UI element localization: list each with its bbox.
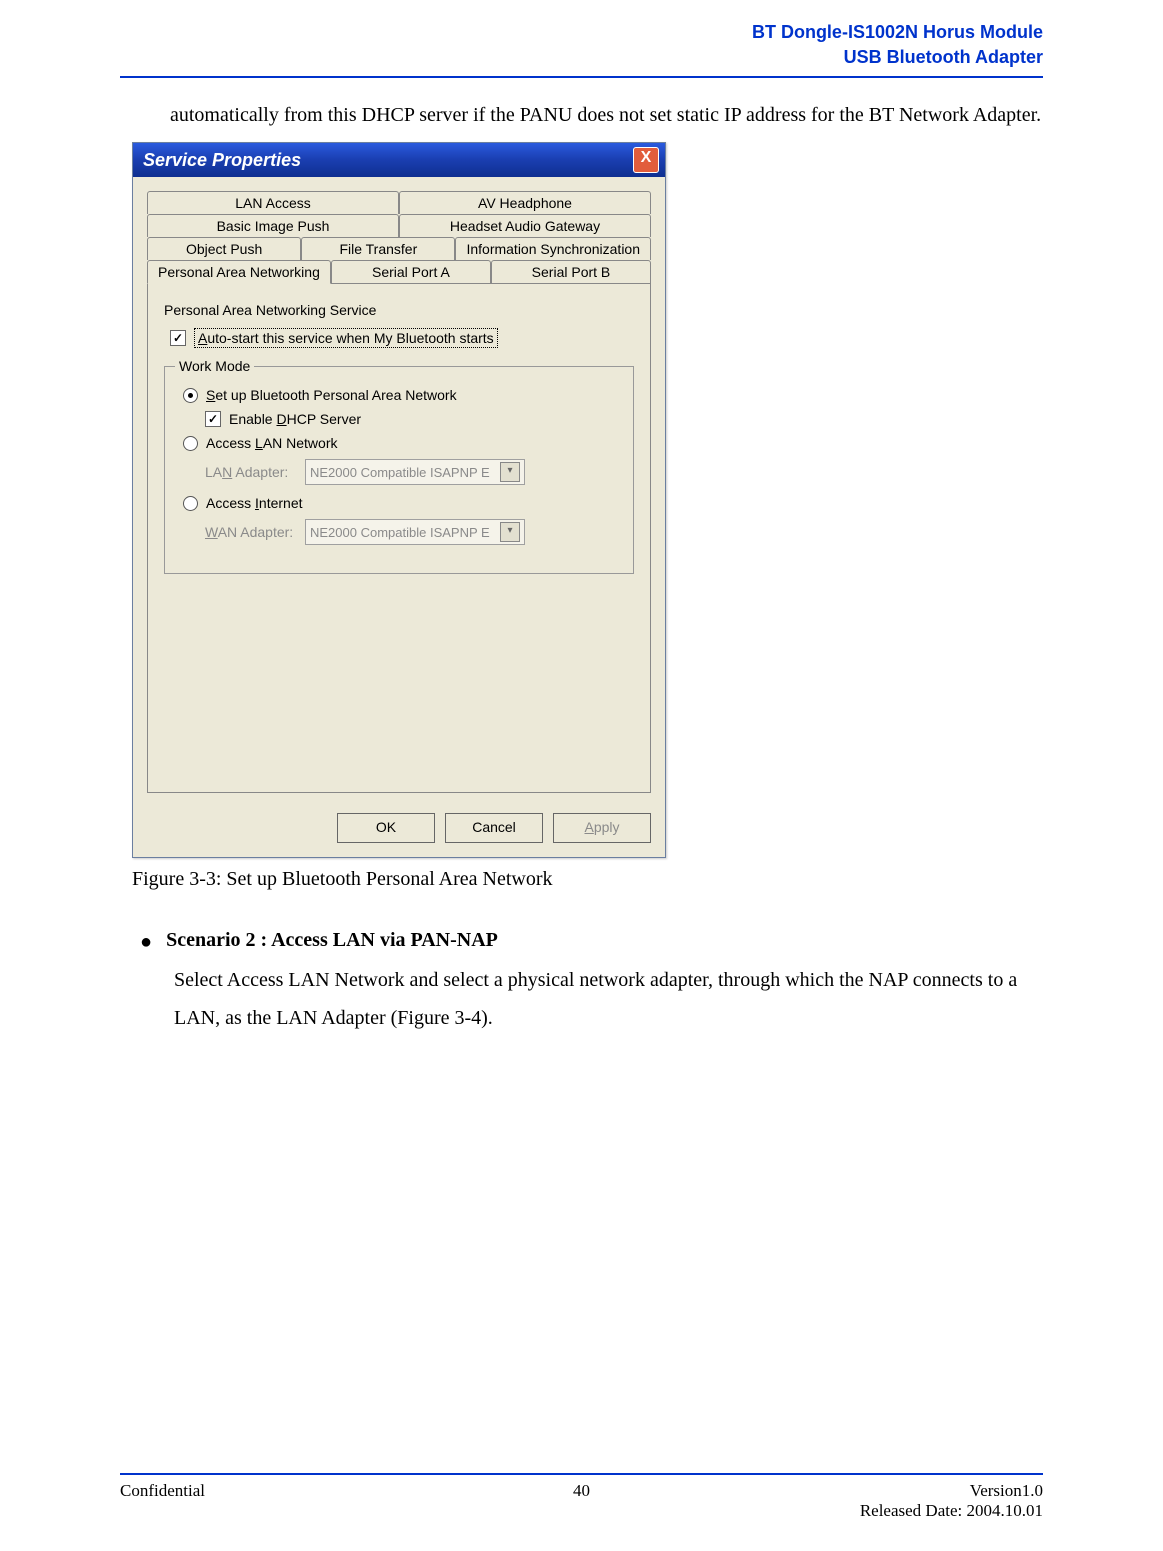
radio-access-internet-label: Access Internet — [206, 495, 303, 511]
tab-row-3: Object Push File Transfer Information Sy… — [147, 237, 651, 260]
work-mode-fieldset: Work Mode Set up Bluetooth Personal Area… — [164, 366, 634, 574]
dialog-figure: Service Properties X LAN Access AV Headp… — [132, 142, 1043, 858]
tab-container: LAN Access AV Headphone Basic Image Push… — [147, 191, 651, 793]
radio-access-lan-row[interactable]: Access LAN Network — [183, 435, 619, 451]
footer-row: Confidential 40 Version1.0 Released Date… — [120, 1481, 1043, 1521]
scenario-section: ● Scenario 2 : Access LAN via PAN-NAP Se… — [140, 921, 1043, 1037]
enable-dhcp-label: Enable DHCP Server — [229, 411, 361, 427]
footer-version: Version1.0 — [860, 1481, 1043, 1501]
radio-setup-pan[interactable] — [183, 388, 198, 403]
autostart-checkbox-row[interactable]: Auto-start this service when My Bluetoot… — [170, 328, 634, 348]
radio-setup-pan-label: Set up Bluetooth Personal Area Network — [206, 387, 457, 403]
autostart-label: Auto-start this service when My Bluetoot… — [194, 328, 498, 348]
radio-access-lan[interactable] — [183, 436, 198, 451]
close-icon[interactable]: X — [633, 147, 659, 173]
tab-info-sync[interactable]: Information Synchronization — [455, 237, 651, 260]
dialog-titlebar[interactable]: Service Properties X — [133, 143, 665, 177]
dialog-body: LAN Access AV Headphone Basic Image Push… — [133, 177, 665, 803]
dialog-title: Service Properties — [143, 150, 301, 171]
service-properties-dialog: Service Properties X LAN Access AV Headp… — [132, 142, 666, 858]
tab-serial-b[interactable]: Serial Port B — [491, 260, 651, 284]
wan-adapter-value: NE2000 Compatible ISAPNP E — [310, 525, 490, 540]
scenario-body: Select Access LAN Network and select a p… — [174, 961, 1043, 1037]
pan-service-label: Personal Area Networking Service — [164, 302, 634, 318]
tab-lan-access[interactable]: LAN Access — [147, 191, 399, 214]
work-mode-legend: Work Mode — [175, 358, 254, 374]
footer-left: Confidential — [120, 1481, 205, 1521]
scenario-bullet-row: ● Scenario 2 : Access LAN via PAN-NAP — [140, 921, 1043, 961]
radio-access-lan-label: Access LAN Network — [206, 435, 338, 451]
document-header: BT Dongle-IS1002N Horus Module USB Bluet… — [120, 20, 1043, 70]
header-divider — [120, 76, 1043, 78]
figure-caption: Figure 3-3: Set up Bluetooth Personal Ar… — [132, 868, 1043, 891]
intro-paragraph: automatically from this DHCP server if t… — [170, 96, 1043, 134]
tab-row-4: Personal Area Networking Serial Port A S… — [147, 260, 651, 284]
wan-adapter-row: WAN Adapter: NE2000 Compatible ISAPNP E … — [205, 519, 619, 545]
wan-adapter-dropdown[interactable]: NE2000 Compatible ISAPNP E ▾ — [305, 519, 525, 545]
tab-object-push[interactable]: Object Push — [147, 237, 301, 260]
tab-file-transfer[interactable]: File Transfer — [301, 237, 455, 260]
footer-page-number: 40 — [573, 1481, 590, 1501]
tab-headset-audio-gateway[interactable]: Headset Audio Gateway — [399, 214, 651, 237]
tab-panel-pan: Personal Area Networking Service Auto-st… — [147, 283, 651, 793]
wan-adapter-label: WAN Adapter: — [205, 524, 305, 540]
chevron-down-icon[interactable]: ▾ — [500, 462, 520, 482]
lan-adapter-value: NE2000 Compatible ISAPNP E — [310, 465, 490, 480]
footer-right: Version1.0 Released Date: 2004.10.01 — [860, 1481, 1043, 1521]
radio-setup-pan-row[interactable]: Set up Bluetooth Personal Area Network — [183, 387, 619, 403]
dialog-button-row: OK Cancel Apply — [133, 803, 665, 857]
footer-divider — [120, 1473, 1043, 1475]
tab-row-2: Basic Image Push Headset Audio Gateway — [147, 214, 651, 237]
tab-row-1: LAN Access AV Headphone — [147, 191, 651, 214]
enable-dhcp-checkbox[interactable] — [205, 411, 221, 427]
document-footer: Confidential 40 Version1.0 Released Date… — [120, 1473, 1043, 1521]
chevron-down-icon[interactable]: ▾ — [500, 522, 520, 542]
bullet-icon: ● — [140, 923, 152, 961]
footer-date: Released Date: 2004.10.01 — [860, 1501, 1043, 1521]
cancel-button[interactable]: Cancel — [445, 813, 543, 843]
lan-adapter-dropdown[interactable]: NE2000 Compatible ISAPNP E ▾ — [305, 459, 525, 485]
radio-access-internet[interactable] — [183, 496, 198, 511]
ok-button[interactable]: OK — [337, 813, 435, 843]
lan-adapter-row: LAN Adapter: NE2000 Compatible ISAPNP E … — [205, 459, 619, 485]
scenario-title: Scenario 2 : Access LAN via PAN-NAP — [166, 921, 498, 959]
header-line-2: USB Bluetooth Adapter — [120, 45, 1043, 70]
tab-av-headphone[interactable]: AV Headphone — [399, 191, 651, 214]
tab-basic-image-push[interactable]: Basic Image Push — [147, 214, 399, 237]
radio-access-internet-row[interactable]: Access Internet — [183, 495, 619, 511]
autostart-checkbox[interactable] — [170, 330, 186, 346]
tab-serial-a[interactable]: Serial Port A — [331, 260, 491, 284]
document-page: BT Dongle-IS1002N Horus Module USB Bluet… — [0, 0, 1163, 1037]
tab-pan[interactable]: Personal Area Networking — [147, 260, 331, 284]
header-line-1: BT Dongle-IS1002N Horus Module — [120, 20, 1043, 45]
apply-button[interactable]: Apply — [553, 813, 651, 843]
lan-adapter-label: LAN Adapter: — [205, 464, 305, 480]
enable-dhcp-row[interactable]: Enable DHCP Server — [205, 411, 619, 427]
